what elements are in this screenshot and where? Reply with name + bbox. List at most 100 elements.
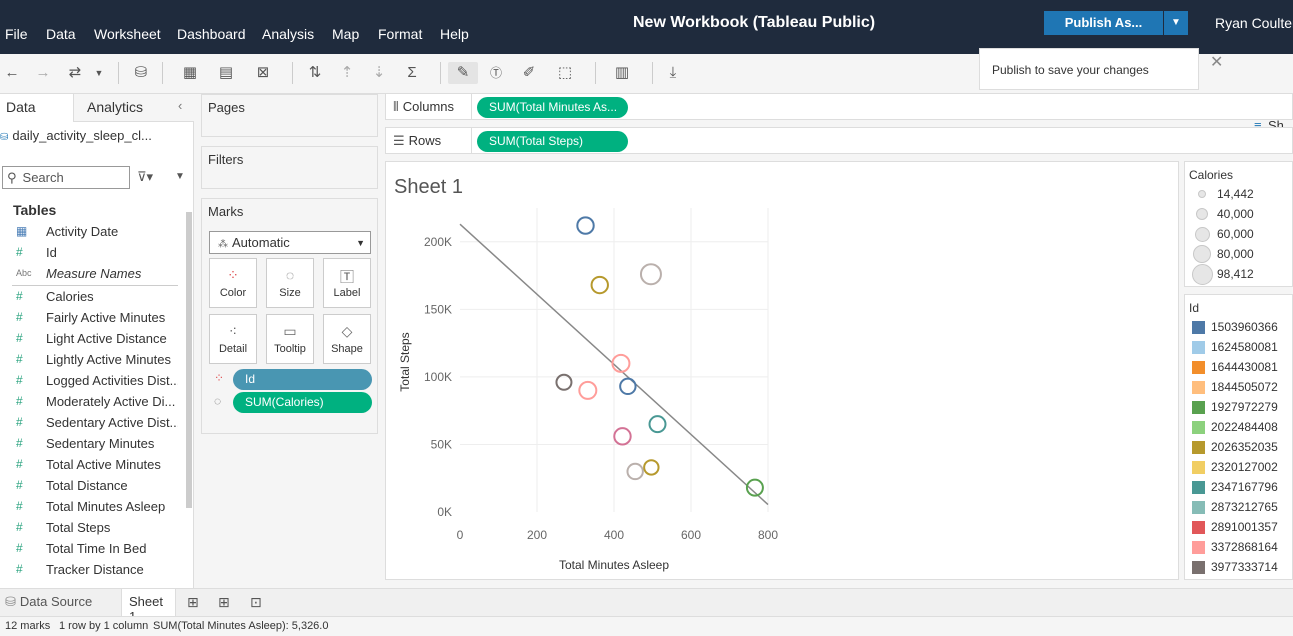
new-worksheet-icon[interactable]: ▦	[182, 64, 198, 81]
scatter-point[interactable]	[555, 373, 573, 391]
field-item[interactable]: # Id	[0, 242, 180, 263]
data-source-tab[interactable]: ⛁ Data Source	[5, 594, 92, 610]
color-label: Color	[219, 287, 247, 299]
calendar-icon: ▦	[16, 224, 28, 238]
calories-size-pill[interactable]: SUM(Calories)	[233, 392, 372, 413]
detail-button[interactable]: ⁖ Detail	[209, 314, 257, 364]
publish-as-button[interactable]: Publish As...	[1044, 11, 1163, 35]
close-icon[interactable]: ✕	[1210, 54, 1224, 71]
menu-file[interactable]: File	[5, 26, 28, 42]
scatter-point[interactable]	[619, 377, 637, 396]
new-worksheet-icon[interactable]: ⊞	[187, 594, 199, 610]
undo-icon[interactable]: ←	[4, 64, 20, 81]
scatter-point[interactable]	[639, 263, 662, 286]
sort-descending-icon[interactable]: ⇣	[372, 64, 386, 81]
chevron-down-icon[interactable]: ▼	[175, 171, 185, 182]
tab-analytics[interactable]: Analytics	[87, 99, 144, 115]
publish-dropdown-button[interactable]: ▼	[1164, 11, 1188, 35]
field-item[interactable]: # Calories	[0, 286, 180, 307]
mark-type-select[interactable]: ⁂ Automatic ▼	[209, 231, 371, 254]
menu-analysis[interactable]: Analysis	[262, 26, 315, 42]
show-mark-labels-icon[interactable]: Ⓣ	[489, 66, 502, 80]
filter-icon[interactable]: ⊽▾	[137, 169, 154, 184]
format-workbook-icon[interactable]: ✐	[522, 64, 536, 81]
field-item[interactable]: # Total Minutes Asleep	[0, 496, 180, 517]
fit-icon[interactable]: ⬚	[557, 64, 573, 81]
field-item[interactable]: # Moderately Active Di...	[0, 391, 180, 412]
field-item[interactable]: Abc Measure Names	[0, 263, 180, 284]
collapse-pane-icon[interactable]: ‹	[178, 98, 183, 113]
x-tick-label: 0	[457, 528, 464, 542]
menu-map[interactable]: Map	[332, 26, 360, 42]
swap-rows-columns-icon[interactable]: ⇅	[308, 64, 322, 81]
new-dashboard-icon[interactable]: ⊞	[218, 594, 230, 610]
tab-data[interactable]: Data	[0, 94, 74, 122]
field-item[interactable]: # Tracker Distance	[0, 559, 180, 580]
columns-pill[interactable]: SUM(Total Minutes As...	[477, 97, 628, 118]
filters-card[interactable]: Filters	[201, 146, 378, 189]
scatter-point[interactable]	[578, 380, 598, 400]
field-item[interactable]: ▦ Activity Date	[0, 221, 180, 242]
field-item[interactable]: # Sedentary Minutes	[0, 433, 180, 454]
scatter-point[interactable]	[626, 462, 644, 481]
tab-sheet-1[interactable]: Sheet 1	[121, 589, 176, 624]
field-item[interactable]: # Lightly Active Minutes	[0, 349, 180, 370]
field-item[interactable]: # Total Time In Bed	[0, 538, 180, 559]
menu-help[interactable]: Help	[440, 26, 469, 42]
scatter-point[interactable]	[576, 216, 595, 235]
menu-format[interactable]: Format	[378, 26, 423, 42]
size-button[interactable]: ◌ Size	[266, 258, 314, 308]
duplicate-sheet-icon[interactable]: ▤	[218, 64, 234, 81]
id-color-pill[interactable]: Id	[233, 369, 372, 390]
scatter-point[interactable]	[611, 353, 631, 373]
menu-dashboard[interactable]: Dashboard	[177, 26, 246, 42]
scatter-point[interactable]	[643, 459, 660, 476]
field-item[interactable]: # Total Steps	[0, 517, 180, 538]
replay-dropdown-icon[interactable]: ▼	[94, 68, 104, 78]
menu-bar: File Data Worksheet Dashboard Analysis M…	[0, 0, 1293, 54]
columns-shelf[interactable]: ⦀ Columns SUM(Total Minutes As...	[385, 93, 1293, 120]
highlight-icon[interactable]: ✎	[448, 62, 478, 84]
sort-ascending-icon[interactable]: ⇡	[340, 64, 354, 81]
pages-card[interactable]: Pages	[201, 94, 378, 137]
replay-icon[interactable]: ⇄	[68, 64, 82, 81]
number-type-icon: #	[16, 373, 23, 387]
color-legend-label: 1927972279	[1211, 400, 1278, 414]
scatter-point[interactable]	[613, 427, 632, 446]
rows-shelf[interactable]: ☰ Rows SUM(Total Steps)	[385, 127, 1293, 154]
field-item[interactable]: # Logged Activities Dist...	[0, 370, 180, 391]
totals-icon[interactable]: Σ	[407, 64, 417, 81]
scatter-chart[interactable]: 0 200 400 600 800 0K 50K 100K 150K 200K Total Min…	[386, 162, 1178, 579]
tooltip-button[interactable]: ▭ Tooltip	[266, 314, 314, 364]
menu-data[interactable]: Data	[46, 26, 76, 42]
field-item[interactable]: # Total Active Minutes	[0, 454, 180, 475]
field-item[interactable]: # Sedentary Active Dist...	[0, 412, 180, 433]
color-swatch	[1192, 461, 1205, 474]
shape-button[interactable]: ◇ Shape	[323, 314, 371, 364]
scatter-point[interactable]	[745, 478, 764, 497]
calories-size-legend[interactable]: Calories 14,442 40,000 60,000 80,000 98,412	[1184, 161, 1293, 287]
new-story-icon[interactable]: ⊡	[250, 594, 262, 610]
menu-worksheet[interactable]: Worksheet	[94, 26, 161, 42]
datasource-item[interactable]: ⛁ daily_activity_sleep_cl...	[0, 128, 152, 143]
field-item[interactable]: # Light Active Distance	[0, 328, 180, 349]
field-item[interactable]: # Total Distance	[0, 475, 180, 496]
color-button[interactable]: ⁘ Color	[209, 258, 257, 308]
field-item[interactable]: # Fairly Active Minutes	[0, 307, 180, 328]
download-icon[interactable]: ⤓	[669, 64, 677, 81]
label-button[interactable]: 🅃 Label	[323, 258, 371, 308]
scatter-point[interactable]	[648, 415, 667, 434]
color-legend-label: 2891001357	[1211, 520, 1278, 534]
user-name[interactable]: Ryan Coulter	[1215, 15, 1293, 31]
clear-sheet-icon[interactable]: ⊠	[256, 64, 270, 81]
search-input[interactable]: ⚲ Search	[2, 166, 130, 189]
scatter-point[interactable]	[590, 275, 609, 295]
redo-icon[interactable]: →	[35, 64, 51, 81]
datasource-name: daily_activity_sleep_cl...	[12, 128, 152, 143]
id-color-legend[interactable]: Id 1503960366 1624580081 1644430081 1844505…	[1184, 294, 1293, 580]
rows-pill[interactable]: SUM(Total Steps)	[477, 131, 628, 152]
field-list-scrollbar[interactable]	[186, 212, 192, 508]
share-icon: ≡	[1254, 118, 1262, 133]
new-datasource-icon[interactable]: ⛁	[134, 64, 148, 81]
show-me-icon[interactable]: ▥	[614, 64, 630, 81]
